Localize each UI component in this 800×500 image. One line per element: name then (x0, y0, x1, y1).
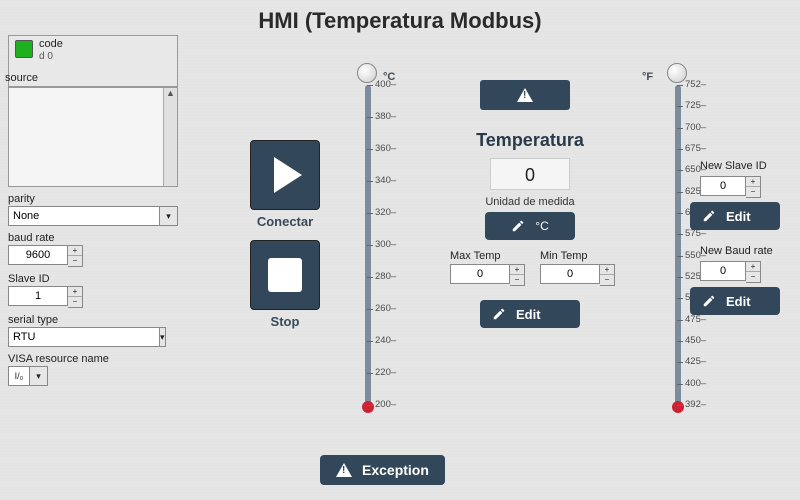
pencil-icon (702, 294, 716, 308)
thermometer-bulb-icon (672, 401, 684, 413)
slave-id-label: Slave ID (8, 273, 178, 285)
serial-type-label: serial type (8, 314, 178, 326)
slider-knob[interactable] (667, 63, 687, 83)
temperature-value: 0 (490, 158, 570, 190)
source-box: code d 0 source (8, 35, 178, 87)
new-slave-id-label: New Slave ID (700, 160, 790, 172)
tick-label: 700– (685, 122, 706, 133)
tick-label: 360– (375, 143, 396, 154)
page-title: HMI (Temperatura Modbus) (0, 8, 800, 34)
edit-slave-id-button[interactable]: Edit (690, 202, 780, 230)
exception-button[interactable]: Exception (320, 455, 445, 485)
source-listbox[interactable] (8, 87, 178, 187)
new-baud-rate-label: New Baud rate (700, 245, 790, 257)
code-value: d 0 (39, 51, 53, 62)
min-temp-stepper[interactable]: +− (600, 264, 615, 286)
stop-label: Stop (250, 314, 320, 329)
new-slave-id-stepper[interactable]: +− (746, 176, 761, 198)
warning-icon (336, 463, 352, 477)
chevron-down-icon[interactable]: ▾ (160, 327, 166, 347)
new-slave-id-field: +− (700, 176, 761, 198)
parity-select[interactable] (8, 206, 160, 226)
visa-field: VISA resource name I/₀ ▾ (8, 353, 178, 386)
tick-label: 450– (685, 335, 706, 346)
visa-label: VISA resource name (8, 353, 178, 365)
tick-label: 475– (685, 314, 706, 325)
baud-rate-stepper[interactable]: +− (68, 245, 83, 267)
max-temp-label: Max Temp (450, 250, 525, 262)
parity-label: parity (8, 193, 178, 205)
status-led-icon (15, 40, 33, 58)
tick-label: 392– (685, 399, 706, 410)
connect-button[interactable] (250, 140, 320, 210)
celsius-ticks: 400–380–360–340–320–300–280–260–240–220–… (375, 85, 409, 405)
tick-label: 240– (375, 335, 396, 346)
tick-label: 340– (375, 175, 396, 186)
tick-label: 380– (375, 111, 396, 122)
visa-resource-select[interactable]: I/₀ (8, 366, 30, 386)
thermometer-track (675, 85, 681, 405)
serial-type-select[interactable] (8, 327, 160, 347)
edit-label: Edit (516, 307, 541, 322)
chevron-down-icon[interactable]: ▾ (30, 366, 48, 386)
tick-label: 280– (375, 271, 396, 282)
new-baud-rate-input[interactable] (700, 261, 746, 281)
config-panel: code d 0 source parity ▾ baud rate +− Sl… (8, 35, 178, 386)
baud-rate-input[interactable] (8, 245, 68, 265)
edit-label: Edit (726, 209, 751, 224)
uom-value: °C (535, 219, 548, 233)
tick-label: 220– (375, 367, 396, 378)
chevron-down-icon[interactable]: ▾ (160, 206, 178, 226)
slider-knob[interactable] (357, 63, 377, 83)
edit-temp-button[interactable]: Edit (480, 300, 580, 328)
tick-label: 425– (685, 356, 706, 367)
pencil-icon (511, 219, 525, 233)
slave-id-field: Slave ID +− (8, 273, 178, 308)
thermometer-celsius[interactable]: °C 400–380–360–340–320–300–280–260–240–2… (355, 85, 401, 425)
baud-rate-label: baud rate (8, 232, 178, 244)
uom-label: Unidad de medida (480, 196, 580, 208)
pencil-icon (492, 307, 506, 321)
new-slave-id-input[interactable] (700, 176, 746, 196)
parity-field: parity ▾ (8, 193, 178, 226)
thermometer-bulb-icon (362, 401, 374, 413)
play-icon (274, 157, 302, 193)
slave-id-input[interactable] (8, 286, 68, 306)
min-temp-input[interactable] (540, 264, 600, 284)
warning-indicator (480, 80, 570, 110)
tick-label: 752– (685, 79, 706, 90)
tick-label: 320– (375, 207, 396, 218)
serial-type-field: serial type ▾ (8, 314, 178, 347)
max-temp-stepper[interactable]: +− (510, 264, 525, 286)
tick-label: 300– (375, 239, 396, 250)
max-temp-input[interactable] (450, 264, 510, 284)
warning-icon (517, 88, 533, 102)
connect-label: Conectar (250, 214, 320, 229)
stop-icon (268, 258, 302, 292)
pencil-icon (702, 209, 716, 223)
tick-label: 725– (685, 100, 706, 111)
code-label: code (39, 38, 63, 50)
tick-label: 675– (685, 143, 706, 154)
tick-label: 400– (685, 378, 706, 389)
edit-label: Edit (726, 294, 751, 309)
min-temp-field: Min Temp +− (540, 250, 615, 286)
exception-label: Exception (362, 462, 429, 478)
unit-fahrenheit-label: °F (642, 71, 653, 83)
temperature-label: Temperatura (460, 130, 600, 151)
tick-label: 200– (375, 399, 396, 410)
min-temp-label: Min Temp (540, 250, 615, 262)
scrollbar[interactable] (163, 88, 177, 186)
slave-id-stepper[interactable]: +− (68, 286, 83, 308)
new-baud-rate-field: +− (700, 261, 761, 283)
new-baud-rate-stepper[interactable]: +− (746, 261, 761, 283)
source-label: source (5, 72, 38, 84)
tick-label: 400– (375, 79, 396, 90)
tick-label: 260– (375, 303, 396, 314)
uom-button[interactable]: °C (485, 212, 575, 240)
max-temp-field: Max Temp +− (450, 250, 525, 286)
edit-baud-rate-button[interactable]: Edit (690, 287, 780, 315)
stop-button[interactable] (250, 240, 320, 310)
baud-rate-field: baud rate +− (8, 232, 178, 267)
